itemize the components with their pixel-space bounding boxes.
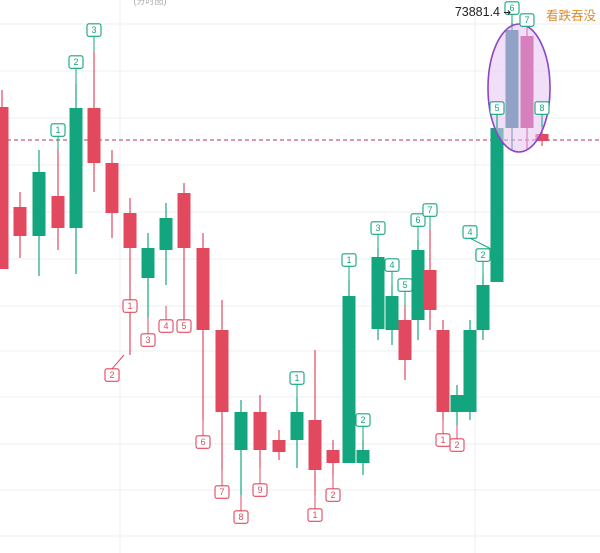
svg-text:3: 3 — [375, 223, 380, 233]
svg-text:2: 2 — [330, 490, 335, 500]
svg-text:7: 7 — [524, 15, 529, 25]
svg-text:8: 8 — [238, 512, 243, 522]
svg-text:1: 1 — [346, 255, 351, 265]
svg-text:1: 1 — [55, 125, 60, 135]
svg-text:7: 7 — [427, 205, 432, 215]
svg-text:9: 9 — [257, 485, 262, 495]
svg-text:73881.4: 73881.4 — [455, 5, 500, 19]
svg-text:8: 8 — [539, 103, 544, 113]
svg-text:5: 5 — [494, 103, 499, 113]
svg-text:6: 6 — [509, 3, 514, 13]
svg-text:3: 3 — [145, 335, 150, 345]
svg-text:2: 2 — [480, 250, 485, 260]
svg-text:5: 5 — [181, 321, 186, 331]
svg-text:5: 5 — [402, 280, 407, 290]
svg-text:2: 2 — [73, 57, 78, 67]
svg-text:1: 1 — [294, 373, 299, 383]
svg-text:6: 6 — [200, 437, 205, 447]
svg-text:2: 2 — [454, 440, 459, 450]
svg-text:(分时图): (分时图) — [134, 0, 167, 6]
svg-text:4: 4 — [467, 227, 472, 237]
svg-text:2: 2 — [109, 370, 114, 380]
svg-text:1: 1 — [312, 510, 317, 520]
svg-text:4: 4 — [163, 321, 168, 331]
svg-text:1: 1 — [127, 301, 132, 311]
svg-text:3: 3 — [91, 25, 96, 35]
svg-text:4: 4 — [389, 260, 394, 270]
svg-text:2: 2 — [360, 415, 365, 425]
svg-text:6: 6 — [415, 215, 420, 225]
svg-text:看跌吞没: 看跌吞没 — [546, 8, 597, 23]
svg-text:1: 1 — [440, 435, 445, 445]
svg-text:7: 7 — [219, 487, 224, 497]
